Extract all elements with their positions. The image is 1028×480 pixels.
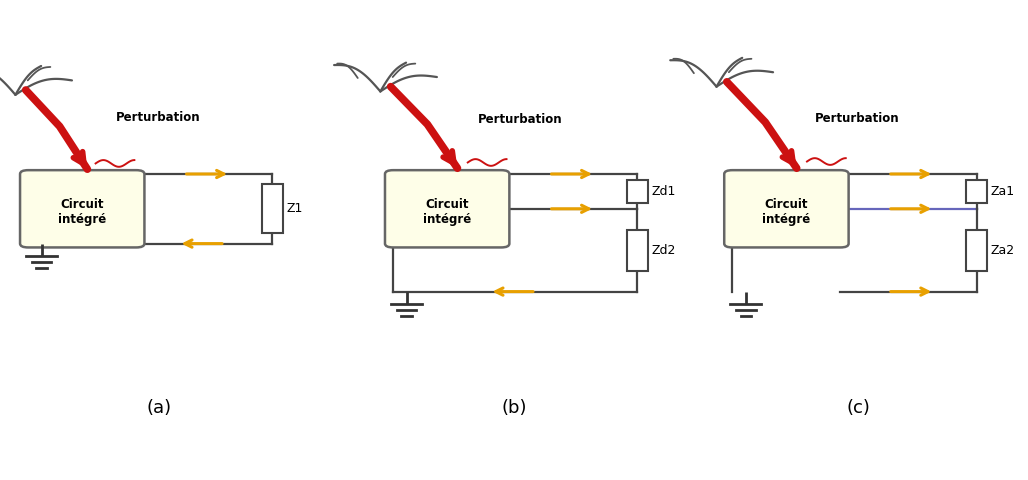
FancyBboxPatch shape bbox=[262, 184, 283, 233]
FancyBboxPatch shape bbox=[21, 170, 144, 248]
FancyBboxPatch shape bbox=[966, 229, 987, 271]
Text: (c): (c) bbox=[846, 399, 871, 417]
FancyBboxPatch shape bbox=[627, 229, 648, 271]
Text: Circuit: Circuit bbox=[765, 197, 808, 211]
Text: Perturbation: Perturbation bbox=[815, 112, 900, 125]
Text: Zd2: Zd2 bbox=[652, 244, 676, 257]
FancyBboxPatch shape bbox=[384, 170, 510, 248]
Text: Perturbation: Perturbation bbox=[116, 111, 200, 124]
Text: Za2: Za2 bbox=[991, 244, 1015, 257]
Text: (b): (b) bbox=[502, 399, 526, 417]
FancyBboxPatch shape bbox=[724, 170, 849, 248]
Text: Z1: Z1 bbox=[287, 202, 303, 216]
FancyBboxPatch shape bbox=[627, 180, 648, 203]
FancyBboxPatch shape bbox=[966, 180, 987, 203]
Text: intégré: intégré bbox=[59, 213, 106, 226]
Text: Perturbation: Perturbation bbox=[478, 113, 562, 126]
Text: (a): (a) bbox=[147, 399, 172, 417]
Text: Zd1: Zd1 bbox=[652, 185, 676, 198]
Text: Za1: Za1 bbox=[991, 185, 1015, 198]
Text: intégré: intégré bbox=[763, 213, 810, 226]
Text: intégré: intégré bbox=[424, 213, 471, 226]
Text: Circuit: Circuit bbox=[426, 197, 469, 211]
Text: Circuit: Circuit bbox=[61, 197, 104, 211]
